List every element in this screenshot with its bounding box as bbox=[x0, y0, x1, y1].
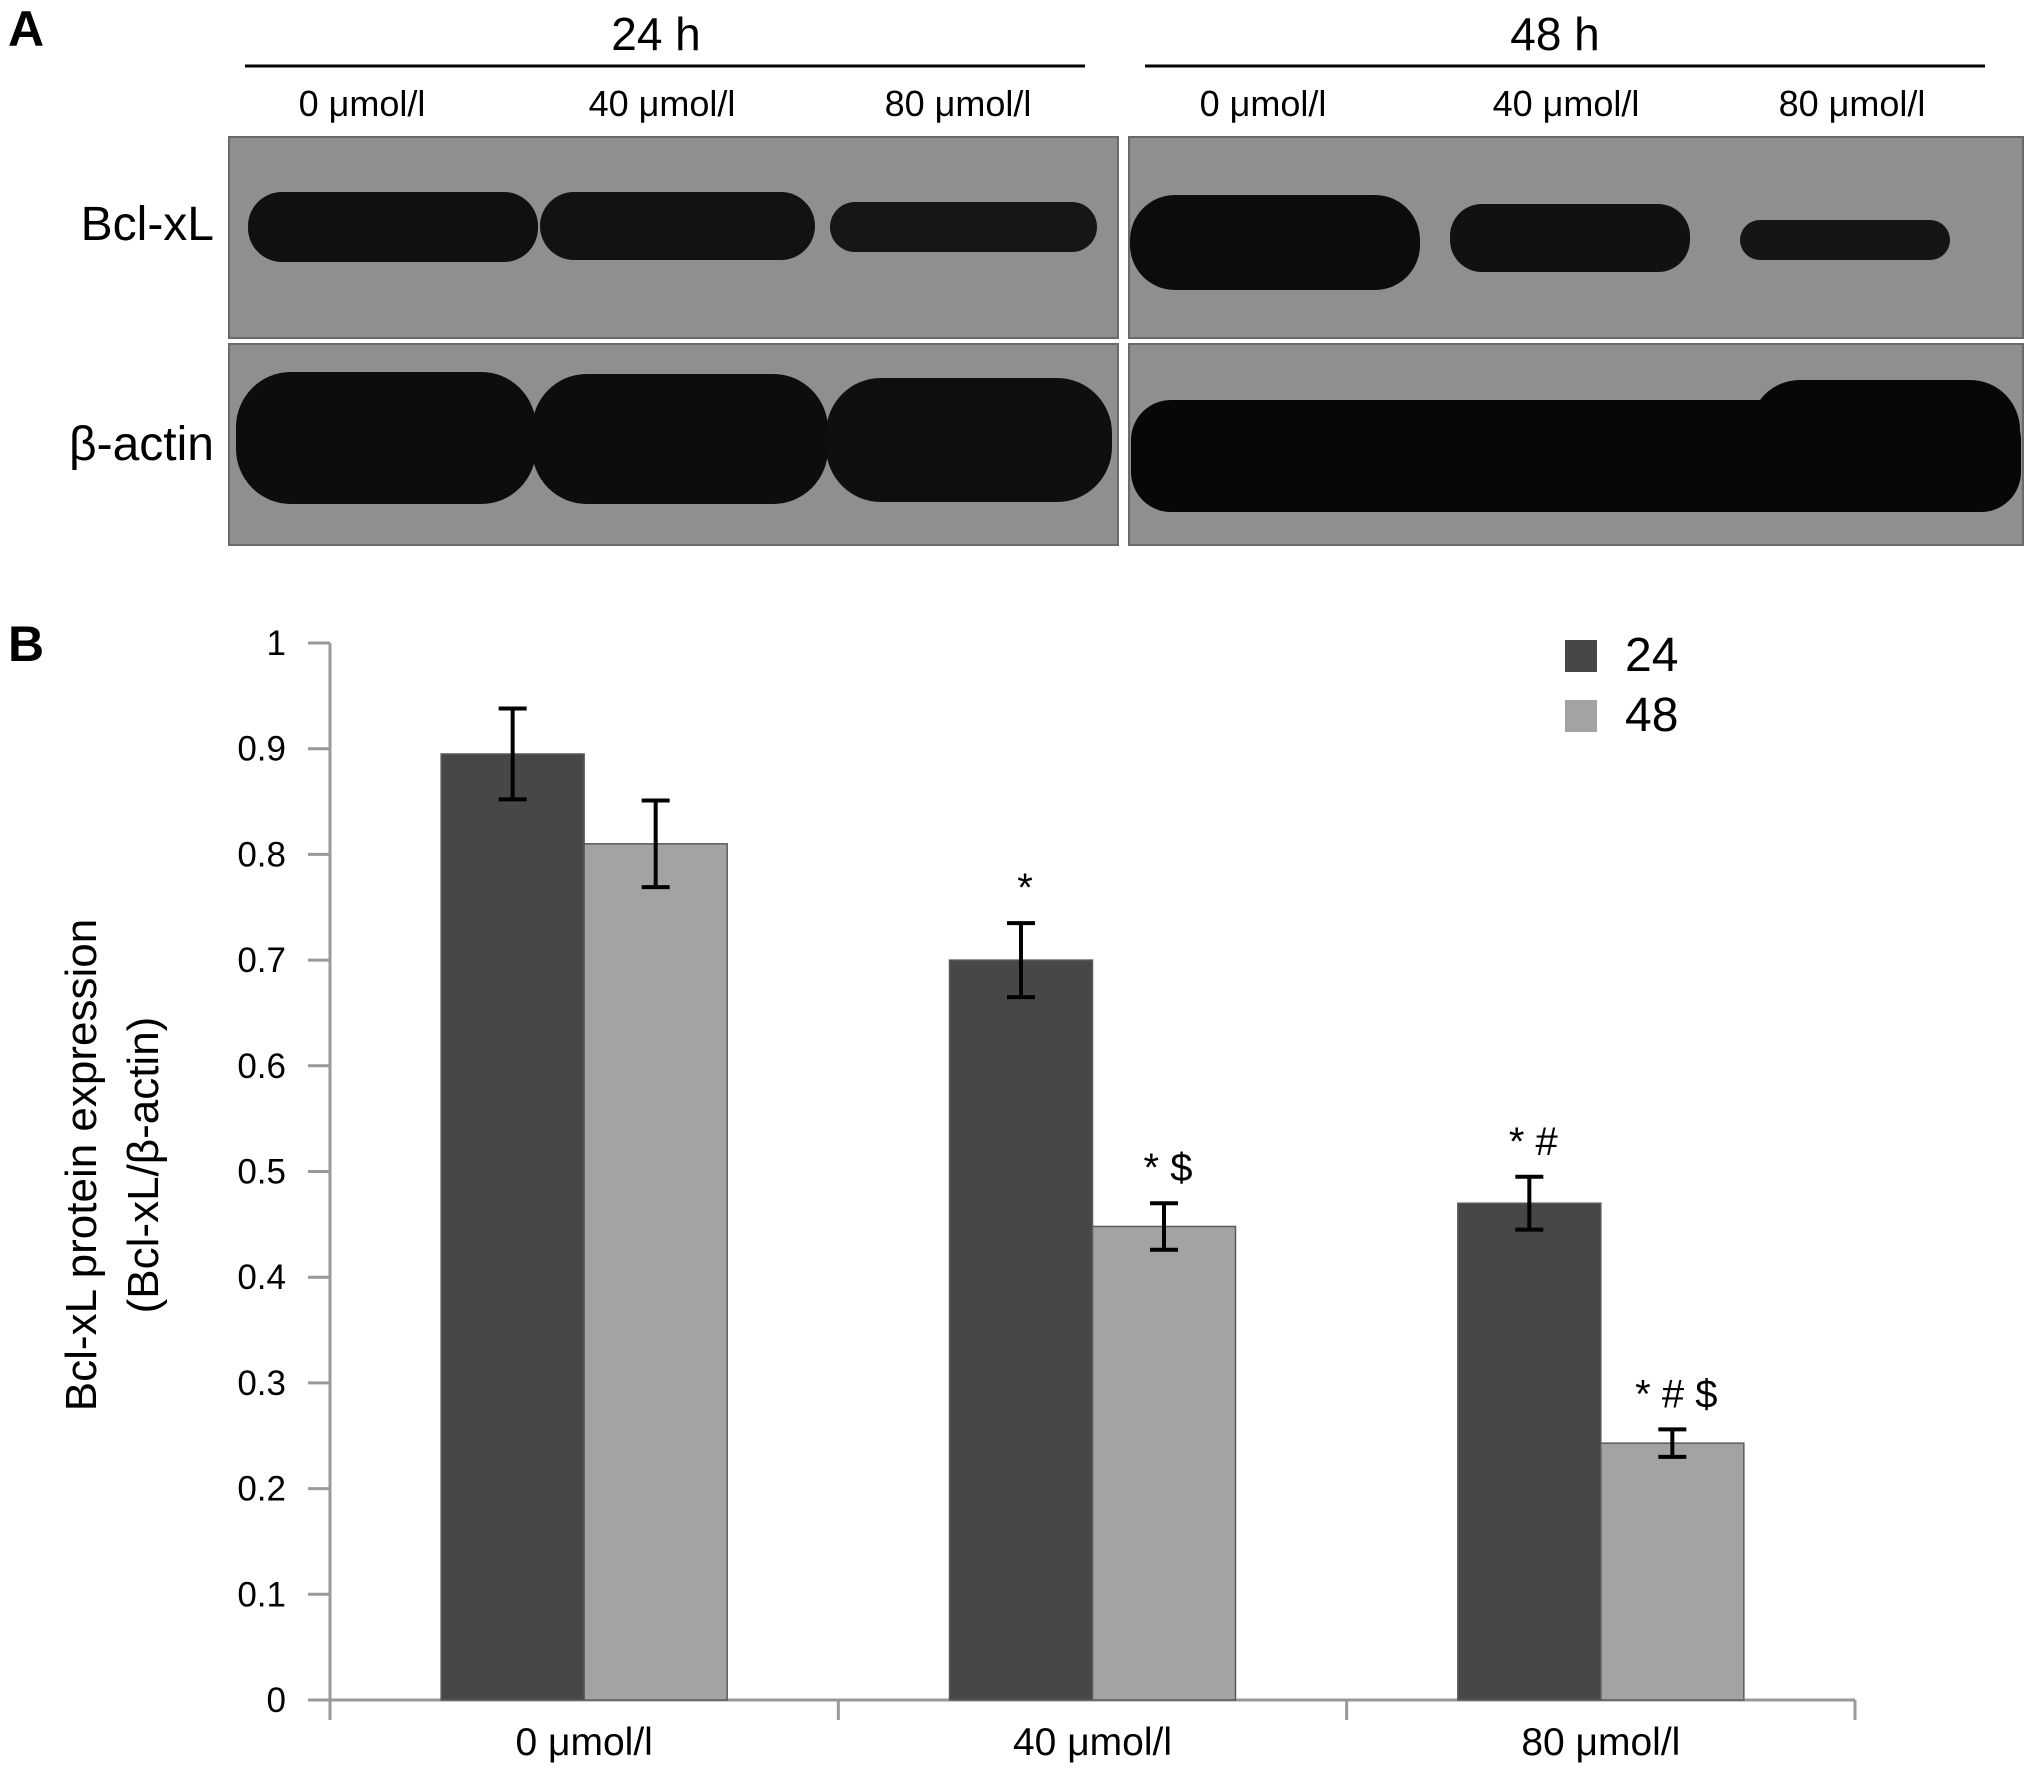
bar-chart: Bcl-xL protein expression (Bcl-xL/β-acti… bbox=[57, 624, 1857, 1764]
bar-48-2 bbox=[1600, 1442, 1745, 1701]
bar-24-0 bbox=[440, 753, 585, 1701]
y-tick-label-4: 0.4 bbox=[237, 1258, 286, 1297]
bar-48-0 bbox=[583, 843, 728, 1701]
band-actin-48h-smear bbox=[1750, 380, 2020, 510]
lane-label-24h-0: 0 μmol/l bbox=[299, 83, 426, 124]
y-tick-label-2: 0.2 bbox=[237, 1470, 286, 1509]
band-bclxl-48h-40 bbox=[1450, 204, 1690, 272]
y-tick-label-1: 0.1 bbox=[237, 1575, 286, 1614]
legend-label-24: 24 bbox=[1625, 629, 1678, 682]
row-label-beta-actin: β-actin bbox=[69, 418, 214, 471]
bar-48-1 bbox=[1091, 1225, 1237, 1701]
y-tick-label-8: 0.8 bbox=[237, 835, 286, 874]
y-tick-label-0: 0 bbox=[267, 1681, 286, 1720]
y-tick-label-9: 0.9 bbox=[237, 730, 286, 769]
bar-24-2 bbox=[1457, 1202, 1602, 1701]
band-bclxl-48h-80 bbox=[1740, 220, 1950, 260]
band-bclxl-24h-0 bbox=[248, 192, 538, 262]
band-actin-24h-40 bbox=[532, 374, 828, 504]
lane-label-48h-0: 0 μmol/l bbox=[1200, 83, 1327, 124]
significance-label-24-1: * bbox=[1017, 866, 1033, 910]
lane-label-48h-40: 40 μmol/l bbox=[1493, 83, 1640, 124]
row-label-bclxl: Bcl-xL bbox=[81, 198, 214, 251]
y-tick-label-6: 0.6 bbox=[237, 1047, 286, 1086]
y-axis-label-line-1: Bcl-xL protein expression bbox=[57, 919, 106, 1411]
y-tick-label-7: 0.7 bbox=[237, 941, 286, 980]
significance-label-48-2: * # $ bbox=[1635, 1372, 1717, 1416]
lane-label-48h-80: 80 μmol/l bbox=[1779, 83, 1926, 124]
band-bclxl-24h-40 bbox=[540, 192, 815, 260]
lane-label-24h-40: 40 μmol/l bbox=[589, 83, 736, 124]
y-tick-label-3: 0.3 bbox=[237, 1364, 286, 1403]
legend-swatch-24 bbox=[1565, 640, 1597, 672]
legend-swatch-48 bbox=[1565, 700, 1597, 732]
significance-label-48-1: * $ bbox=[1144, 1146, 1193, 1190]
band-actin-24h-0 bbox=[236, 372, 536, 504]
panel-letter-b: B bbox=[8, 616, 44, 672]
band-bclxl-48h-0 bbox=[1130, 195, 1420, 290]
time-label-24h: 24 h bbox=[611, 8, 701, 60]
y-tick-label-5: 0.5 bbox=[237, 1153, 286, 1192]
y-axis-label-line-2: (Bcl-xL/β-actin) bbox=[119, 1017, 168, 1314]
category-label-0: 0 μmol/l bbox=[515, 1721, 652, 1764]
category-label-2: 80 μmol/l bbox=[1521, 1721, 1680, 1764]
time-label-48h: 48 h bbox=[1510, 8, 1600, 60]
legend-label-48: 48 bbox=[1625, 689, 1678, 742]
lane-label-24h-80: 80 μmol/l bbox=[885, 83, 1032, 124]
y-tick-label-10: 1 bbox=[267, 624, 286, 663]
bar-24-1 bbox=[948, 959, 1094, 1701]
significance-label-24-2: * # bbox=[1509, 1120, 1559, 1164]
category-label-1: 40 μmol/l bbox=[1013, 1721, 1172, 1764]
blot-panel: A 24 h 48 h 0 μmol/l 40 μmol/l 80 μmol/l… bbox=[8, 1, 2024, 546]
panel-letter-a: A bbox=[8, 1, 44, 57]
band-bclxl-24h-80 bbox=[830, 202, 1097, 252]
band-actin-24h-80 bbox=[826, 378, 1112, 502]
